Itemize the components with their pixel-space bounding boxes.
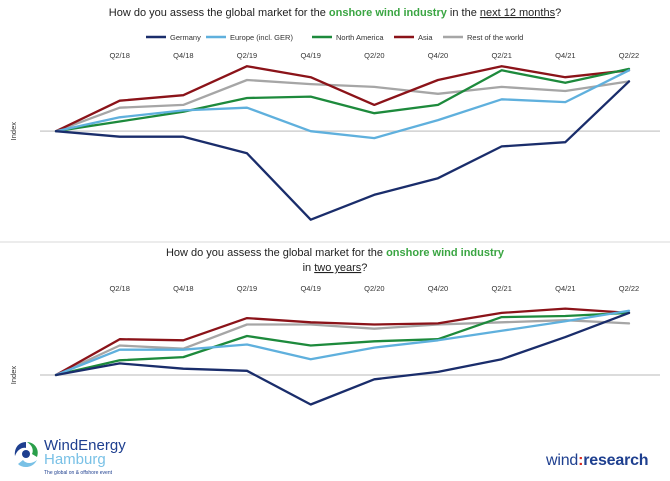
- x-tick-label: Q2/18: [109, 284, 129, 293]
- series-line: [54, 309, 631, 377]
- chart-panel-1: How do you assess the global market for …: [0, 7, 670, 243]
- series-line: [54, 80, 631, 221]
- x-tick-label: Q4/21: [555, 284, 575, 293]
- wind-research-logo-part2: research: [583, 452, 649, 469]
- logo-line2: Hamburg: [44, 451, 106, 468]
- legend-item: Asia: [394, 33, 433, 42]
- legend-item: Europe (incl. GER): [206, 33, 293, 42]
- chart-title-part: ?: [361, 262, 367, 274]
- series-line: [54, 65, 631, 133]
- legend-label: Asia: [418, 33, 433, 42]
- chart-title-part: two years: [314, 262, 362, 274]
- x-tick-label: Q4/18: [173, 284, 193, 293]
- x-tick-label: Q2/22: [619, 51, 639, 60]
- x-tick-label: Q4/20: [428, 51, 448, 60]
- x-tick-label: Q4/18: [173, 51, 193, 60]
- x-tick-label: Q2/22: [619, 284, 639, 293]
- series-line: [54, 311, 631, 377]
- x-tick-label: Q2/20: [364, 51, 384, 60]
- x-tick-label: Q2/19: [237, 284, 257, 293]
- logo-tagline: The global on & offshore event: [44, 470, 113, 476]
- series-line: [54, 78, 631, 133]
- x-tick-label: Q2/18: [109, 51, 129, 60]
- chart-title: How do you assess the global market for …: [166, 247, 505, 259]
- legend-label: Germany: [170, 33, 201, 42]
- x-tick-label: Q2/21: [491, 284, 511, 293]
- chart-title: How do you assess the global market for …: [109, 7, 561, 19]
- x-tick-label: Q2/20: [364, 284, 384, 293]
- wind-research-logo: wind:research: [546, 452, 649, 470]
- chart-title-part: in: [303, 262, 315, 274]
- chart-title-line2: in two years?: [303, 262, 368, 274]
- wind-research-logo-colon: :: [578, 452, 584, 469]
- legend-item: Germany: [146, 33, 201, 42]
- x-tick-label: Q2/19: [237, 51, 257, 60]
- chart-title-part: onshore wind industry: [329, 7, 448, 19]
- series-line: [54, 307, 631, 377]
- chart-title-part: How do you assess the global market for …: [109, 7, 329, 19]
- series-line: [54, 67, 631, 133]
- x-tick-label: Q4/21: [555, 51, 575, 60]
- series-line: [54, 69, 631, 140]
- chart-title-part: How do you assess the global market for …: [166, 247, 386, 259]
- chart-title-part: onshore wind industry: [386, 247, 505, 259]
- legend-item: Rest of the world: [443, 33, 523, 42]
- x-tick-label: Q4/19: [300, 284, 320, 293]
- chart-title-part: ?: [555, 7, 561, 19]
- chart-panel-2: How do you assess the global market for …: [9, 247, 660, 406]
- windenergy-logo-icon: [14, 442, 38, 468]
- x-tick-label: Q4/19: [300, 51, 320, 60]
- x-tick-label: Q2/21: [491, 51, 511, 60]
- y-axis-label: Index: [9, 122, 18, 141]
- windenergy-hamburg-logo: WindEnergy Hamburg The global on & offsh…: [12, 437, 162, 477]
- y-axis-label: Index: [9, 366, 18, 385]
- series-line: [54, 319, 631, 377]
- logo-line1: WindEnergy: [44, 437, 126, 454]
- chart-title-part: next 12 months: [480, 7, 556, 19]
- legend-label: Rest of the world: [467, 33, 523, 42]
- legend-item: North America: [312, 33, 384, 42]
- chart-title-part: in the: [447, 7, 480, 19]
- series-line: [54, 311, 631, 406]
- x-tick-label: Q4/20: [428, 284, 448, 293]
- legend-label: Europe (incl. GER): [230, 33, 293, 42]
- wind-research-logo-part1: wind: [546, 452, 579, 469]
- legend-label: North America: [336, 33, 384, 42]
